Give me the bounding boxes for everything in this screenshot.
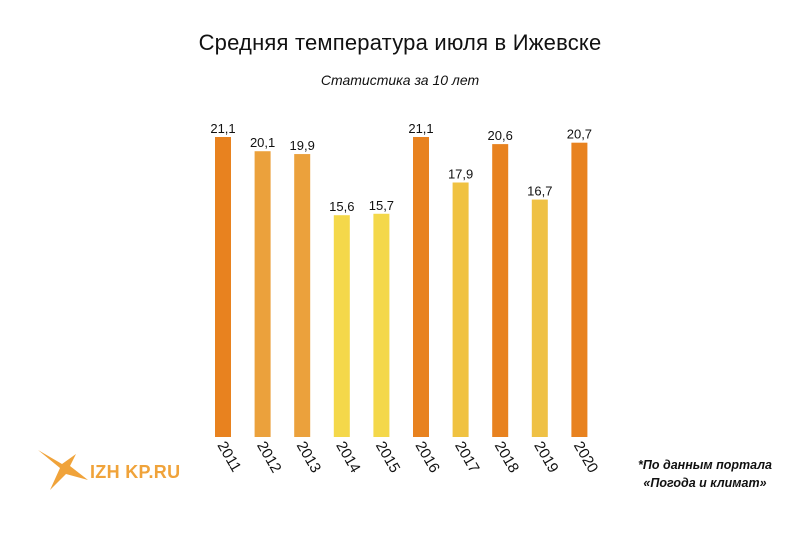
value-label-2014: 15,6 [329,199,354,214]
x-tick-label-2014: 2014 [332,439,363,476]
bar-2019 [531,199,548,437]
value-label-2017: 17,9 [448,166,473,181]
x-tick-label-2016: 2016 [412,439,443,476]
x-tick-label-2011: 2011 [214,439,245,475]
value-label-2018: 20,6 [488,128,513,143]
value-label-2012: 20,1 [250,135,275,150]
x-tick-label-2012: 2012 [253,439,284,476]
x-tick-label-2019: 2019 [530,439,561,476]
source-note-line1: *По данным портала [638,458,772,472]
kp-logo: IZH KP.RU [36,446,196,496]
bar-2017 [452,182,469,437]
bar-2018 [492,144,509,437]
x-tick-label-2015: 2015 [372,439,403,476]
value-label-2013: 19,9 [290,138,315,153]
swallow-bird-icon [38,450,88,490]
bar-2011 [215,137,231,437]
source-note: *По данным портала «Погода и климат» [620,456,790,492]
logo-text: IZH KP.RU [90,462,181,482]
bar-2013 [294,154,311,437]
source-note-line2: «Погода и климат» [643,476,767,490]
x-tick-label-2018: 2018 [491,439,522,476]
x-tick-label-2017: 2017 [451,439,482,476]
value-label-2015: 15,7 [369,198,394,213]
bar-2016 [413,137,429,437]
chart-title: Средняя температура июля в Ижевске [198,30,602,55]
bar-2012 [254,151,271,437]
value-label-2019: 16,7 [527,184,552,199]
value-label-2011: 21,1 [210,121,235,136]
bar-2015 [373,213,390,437]
bar-2014 [333,215,350,437]
value-label-2020: 20,7 [567,127,592,142]
bar-2020 [571,142,588,438]
x-tick-label-2013: 2013 [293,439,324,476]
x-tick-label-2020: 2020 [570,439,601,476]
chart-subtitle: Статистика за 10 лет [320,72,480,88]
value-label-2016: 21,1 [408,121,433,136]
